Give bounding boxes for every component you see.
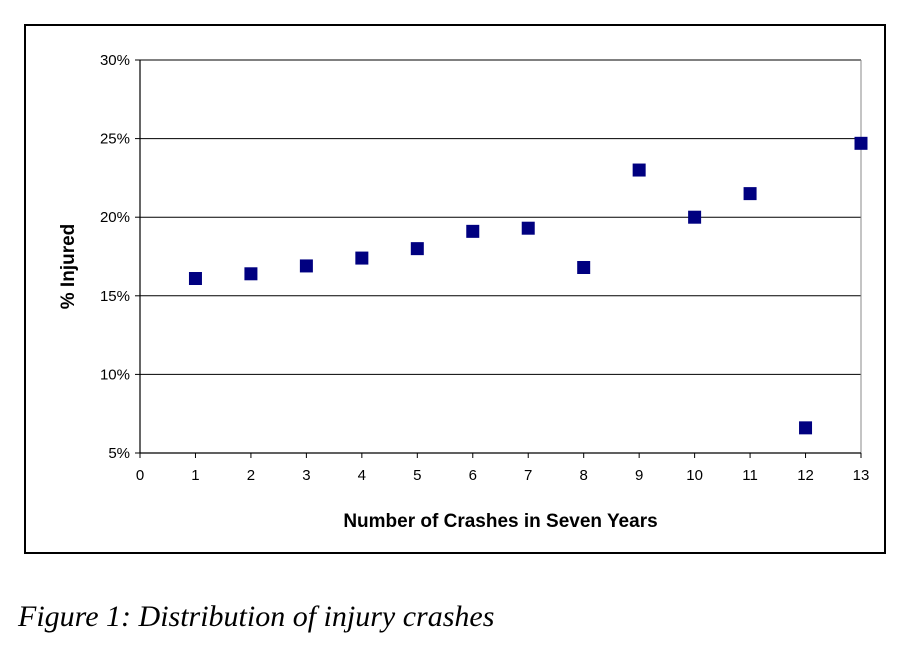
axes bbox=[135, 59, 862, 458]
data-point bbox=[688, 210, 702, 224]
data-point bbox=[799, 421, 813, 435]
data-point bbox=[743, 187, 757, 201]
x-tick-label: 6 bbox=[469, 467, 477, 484]
y-tick-label: 25% bbox=[100, 131, 130, 148]
x-tick-label: 10 bbox=[686, 467, 703, 484]
x-tick-label: 1 bbox=[191, 467, 199, 484]
data-point bbox=[188, 272, 202, 286]
x-tick-label: 11 bbox=[742, 467, 758, 484]
data-point bbox=[632, 163, 646, 177]
y-tick-label: 20% bbox=[100, 209, 130, 226]
data-point bbox=[355, 251, 369, 265]
scatter-chart: 5%10%15%20%25%30% 0 1 2 3 4 5 6 7 8 9 10 11 12 13 Num… bbox=[58, 52, 870, 532]
x-tick-label: 9 bbox=[635, 467, 643, 484]
y-tick-label: 5% bbox=[108, 445, 130, 462]
y-axis-title: % Injured bbox=[58, 224, 79, 310]
data-point bbox=[244, 267, 258, 281]
data-point bbox=[577, 261, 591, 275]
x-tick-labels: 0 1 2 3 4 5 6 7 8 9 10 11 12 13 bbox=[136, 467, 870, 484]
x-tick-label: 7 bbox=[524, 467, 532, 484]
y-tick-label: 15% bbox=[100, 288, 130, 305]
x-tick-label: 8 bbox=[580, 467, 588, 484]
x-tick-label: 13 bbox=[853, 467, 870, 484]
x-tick-label: 3 bbox=[302, 467, 310, 484]
data-point bbox=[299, 259, 313, 273]
chart-frame: 5% 10% 15% 20% 25% 30% 0 1 2 3 4 5 6 7 8 9 10 11 12 13 Num… bbox=[24, 24, 886, 554]
data-point bbox=[521, 221, 535, 235]
data-point bbox=[854, 136, 868, 150]
data-point bbox=[466, 224, 480, 238]
x-tick-label: 2 bbox=[247, 467, 255, 484]
figure-caption: Figure 1: Distribution of injury crashes bbox=[18, 600, 495, 633]
x-tick-label: 12 bbox=[797, 467, 814, 484]
x-tick-label: 0 bbox=[136, 467, 144, 484]
y-tick-labels: 5% 10% 15% 20% 25% 30% bbox=[100, 52, 130, 462]
gridlines bbox=[140, 59, 861, 375]
data-points bbox=[188, 136, 868, 435]
y-tick-label: 10% bbox=[100, 366, 130, 383]
x-axis-title: Number of Crashes in Seven Years bbox=[343, 511, 657, 532]
y-tick-label: 30% bbox=[100, 52, 130, 69]
data-point bbox=[410, 242, 424, 256]
x-tick-label: 5 bbox=[413, 467, 421, 484]
x-tick-label: 4 bbox=[358, 467, 366, 484]
